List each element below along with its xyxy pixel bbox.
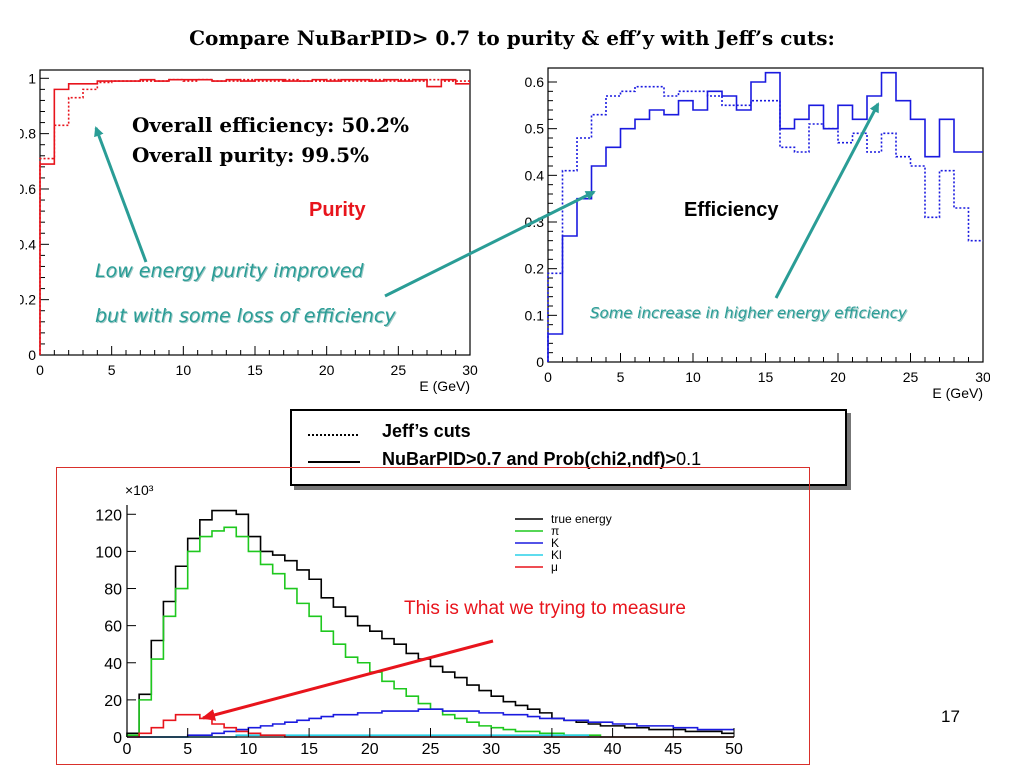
purity-y-tick-label: 0 bbox=[28, 347, 36, 363]
measurement-arrow bbox=[201, 639, 494, 721]
line-style-legend: Jeff’s cuts NuBarPID>0.7 and Prob(chi2,n… bbox=[290, 409, 847, 486]
spectrum-frame bbox=[56, 467, 810, 765]
efficiency-y-tick-label: 0 bbox=[536, 354, 544, 370]
spectrum-x-tick-label: 15 bbox=[300, 741, 318, 758]
low-energy-note-line1: Low energy purity improved bbox=[95, 260, 364, 282]
legend-solid-label: NuBarPID>0.7 and Prob(chi2,ndf)>0.1 bbox=[382, 449, 701, 470]
efficiency-solid-series bbox=[547, 71, 983, 362]
efficiency-y-tick-label: 0.1 bbox=[525, 307, 545, 323]
purity-x-tick-label: 30 bbox=[462, 362, 478, 378]
purity-y-tick-label: 0.4 bbox=[20, 236, 36, 252]
efficiency-x-tick-label: 0 bbox=[544, 369, 552, 385]
purity-x-tick-label: 0 bbox=[36, 362, 44, 378]
efficiency-label: Efficiency bbox=[684, 199, 779, 221]
spectrum-series-true-energy bbox=[126, 509, 734, 737]
high-energy-note: Some increase in higher energy efficienc… bbox=[590, 304, 907, 322]
page-number: 17 bbox=[941, 707, 960, 726]
efficiency-loss-arrow bbox=[384, 190, 596, 298]
purity-label: Purity bbox=[309, 199, 366, 221]
efficiency-gain-arrow bbox=[774, 102, 880, 299]
spectrum-y-tick-label: 80 bbox=[104, 582, 122, 599]
efficiency-y-tick-label: 0.5 bbox=[525, 121, 545, 137]
overall-efficiency-text: Overall efficiency: 50.2% bbox=[132, 113, 410, 137]
spectrum-y-tick-label: 60 bbox=[104, 619, 122, 636]
spectrum-legend-label: μ bbox=[551, 560, 558, 574]
spectrum-x-tick-label: 10 bbox=[240, 741, 258, 758]
legend-swatches bbox=[308, 434, 360, 463]
efficiency-y-tick-label: 0.6 bbox=[525, 74, 545, 90]
purity-x-tick-label: 10 bbox=[176, 362, 192, 378]
spectrum-x-tick-label: 45 bbox=[664, 741, 682, 758]
purity-x-tick-label: 15 bbox=[247, 362, 263, 378]
spectrum-chart: 0 5 10 15 20 25 30 35 40 45 50 0 20 40 60 80 100 120 true… bbox=[95, 482, 743, 758]
purity-chart: 0 5 10 15 20 25 30 0 0.2 0.4 0.6 0.8 1 E (GeV) bbox=[20, 69, 478, 394]
efficiency-x-tick-label: 15 bbox=[758, 369, 774, 385]
spectrum-x-tick-label: 40 bbox=[604, 741, 622, 758]
spectrum-y-tick-label: 40 bbox=[104, 656, 122, 673]
spectrum-x-tick-label: 30 bbox=[482, 741, 500, 758]
spectrum-y-tick-label: 100 bbox=[95, 544, 122, 561]
overall-purity-text: Overall purity: 99.5% bbox=[132, 143, 370, 167]
efficiency-y-tick-label: 0.4 bbox=[525, 167, 545, 183]
spectrum-y-tick-label: 0 bbox=[113, 730, 122, 747]
efficiency-x-tick-label: 20 bbox=[830, 369, 846, 385]
legend-solid-label-main: NuBarPID>0.7 and Prob(chi2,ndf)> bbox=[382, 449, 677, 469]
purity-note-arrow bbox=[94, 126, 148, 263]
spectrum-x-tick-label: 35 bbox=[543, 741, 561, 758]
purity-x-tick-label: 5 bbox=[108, 362, 116, 378]
efficiency-x-tick-label: 25 bbox=[903, 369, 919, 385]
spectrum-legend-label: π bbox=[551, 524, 559, 538]
legend-dotted-label: Jeff’s cuts bbox=[382, 421, 471, 441]
spectrum-x-tick-label: 20 bbox=[361, 741, 379, 758]
purity-dotted-series bbox=[39, 78, 470, 355]
spectrum-x-tick-label: 5 bbox=[183, 741, 192, 758]
efficiency-dotted-series bbox=[547, 85, 983, 362]
low-energy-note-line2: but with some loss of efficiency bbox=[95, 305, 396, 327]
purity-solid-series bbox=[39, 78, 470, 355]
efficiency-x-axis-label: E (GeV) bbox=[932, 385, 983, 401]
spectrum-legend-label: true energy bbox=[551, 512, 612, 526]
slide-title: Compare NuBarPID> 0.7 to purity & eff’y … bbox=[189, 26, 835, 50]
efficiency-x-tick-label: 30 bbox=[975, 369, 990, 385]
purity-x-axis-label: E (GeV) bbox=[419, 378, 470, 394]
efficiency-y-tick-label: 0.2 bbox=[525, 261, 545, 277]
spectrum-x-tick-label: 0 bbox=[123, 741, 132, 758]
purity-x-tick-label: 20 bbox=[319, 362, 335, 378]
spectrum-exponent-label: ×10³ bbox=[125, 482, 154, 498]
purity-y-tick-label: 0.6 bbox=[20, 181, 36, 197]
measurement-annotation: This is what we trying to measure bbox=[404, 598, 686, 619]
efficiency-x-tick-label: 10 bbox=[685, 369, 701, 385]
purity-y-tick-label: 1 bbox=[28, 70, 36, 86]
legend-solid-label-tail: 0.1 bbox=[676, 449, 702, 469]
spectrum-x-tick-label: 50 bbox=[725, 741, 743, 758]
spectrum-legend-label: Kl bbox=[551, 548, 562, 562]
spectrum-legend-label: K bbox=[551, 536, 559, 550]
purity-x-tick-label: 25 bbox=[391, 362, 407, 378]
spectrum-x-tick-label: 25 bbox=[422, 741, 440, 758]
purity-y-tick-label: 0.8 bbox=[20, 126, 36, 142]
spectrum-y-tick-label: 120 bbox=[95, 507, 122, 524]
efficiency-x-tick-label: 5 bbox=[617, 369, 625, 385]
purity-y-tick-label: 0.2 bbox=[20, 292, 36, 308]
spectrum-y-tick-label: 20 bbox=[104, 693, 122, 710]
